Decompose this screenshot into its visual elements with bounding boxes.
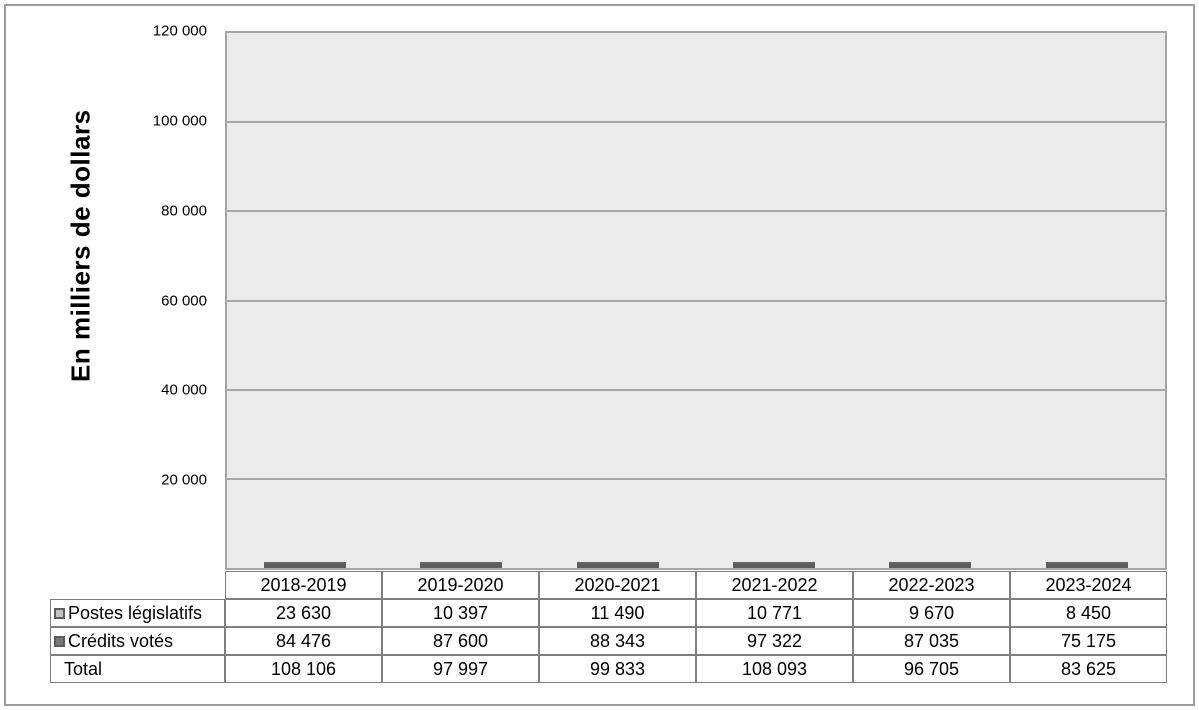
table-value-cell: 97 322 <box>696 627 853 655</box>
table-value-cell: 23 630 <box>225 599 382 627</box>
y-axis-tick-label: 100 000 <box>152 112 207 130</box>
table-row-label: Postes législatifs <box>50 599 225 627</box>
table-header-cell: 2022-2023 <box>853 571 1010 599</box>
y-axis: 120 000 100 000 80 000 60 000 40 000 20 000 <box>0 23 215 570</box>
stacked-bar <box>576 562 659 568</box>
bar-group-2018-2019 <box>227 33 383 568</box>
table-row-label-text: Crédits votés <box>68 630 174 651</box>
bar-segment-Postes législatifs <box>420 562 503 564</box>
table-value-cell: 108 106 <box>225 655 382 683</box>
table-header-cell: 2019-2020 <box>382 571 539 599</box>
stacked-bar <box>264 562 347 568</box>
bar-group-2020-2021 <box>540 33 696 568</box>
legend-swatch-icon <box>54 635 65 647</box>
stacked-bar <box>420 562 503 568</box>
bar-segment-Crédits votés <box>1045 564 1128 568</box>
table-value-cell: 87 035 <box>853 627 1010 655</box>
y-axis-tick-label: 120 000 <box>152 22 207 40</box>
bar-segment-Postes législatifs <box>889 562 972 564</box>
table-value-cell: 97 997 <box>382 655 539 683</box>
gridline <box>227 477 1165 480</box>
bar-segment-Crédits votés <box>420 564 503 568</box>
plot-area <box>225 31 1167 570</box>
bar-segment-Postes législatifs <box>733 562 816 564</box>
table-header-cell: 2018-2019 <box>225 571 382 599</box>
table-header-cell: 2021-2022 <box>696 571 853 599</box>
table-row-label-text: Total <box>64 658 103 679</box>
table-value-cell: 96 705 <box>853 655 1010 683</box>
table-value-cell: 10 397 <box>382 599 539 627</box>
stacked-bar <box>733 562 816 568</box>
legend-swatch-icon <box>54 607 65 619</box>
table-value-cell: 9 670 <box>853 599 1010 627</box>
table-value-cell: 83 625 <box>1010 655 1167 683</box>
y-axis-tick-label: 40 000 <box>161 381 207 399</box>
bar-segment-Crédits votés <box>889 564 972 568</box>
bar-segment-Crédits votés <box>733 564 816 568</box>
bar-group-2019-2020 <box>383 33 539 568</box>
data-table: 2018-2019 2019-2020 2020-2021 2021-2022 2022… <box>50 571 1167 683</box>
table-row-label: Crédits votés <box>50 627 225 655</box>
y-axis-tick-label: 20 000 <box>161 471 207 489</box>
bar-segment-Crédits votés <box>264 564 347 568</box>
table-corner-spacer <box>50 571 225 599</box>
gridline <box>227 210 1165 213</box>
table-value-cell: 108 093 <box>696 655 853 683</box>
table-header-cell: 2020-2021 <box>539 571 696 599</box>
table-value-cell: 8 450 <box>1010 599 1167 627</box>
bar-group-2023-2024 <box>1009 33 1165 568</box>
table-value-cell: 88 343 <box>539 627 696 655</box>
bar-segment-Crédits votés <box>576 564 659 568</box>
y-axis-tick-label: 60 000 <box>161 292 207 309</box>
bar-group-2021-2022 <box>696 33 852 568</box>
gridline <box>227 299 1165 302</box>
y-axis-tick-label: 80 000 <box>161 202 207 220</box>
table-value-cell: 75 175 <box>1010 627 1167 655</box>
table-header-cell: 2023-2024 <box>1010 571 1167 599</box>
stacked-bar <box>1045 562 1128 568</box>
bar-group-2022-2023 <box>852 33 1008 568</box>
gridline <box>227 121 1165 124</box>
table-value-cell: 99 833 <box>539 655 696 683</box>
stacked-bar <box>889 562 972 568</box>
table-value-cell: 11 490 <box>539 599 696 627</box>
bar-segment-Postes législatifs <box>264 562 347 564</box>
table-row-label: Total <box>50 655 225 683</box>
gridline <box>227 388 1165 391</box>
table-value-cell: 84 476 <box>225 627 382 655</box>
table-value-cell: 10 771 <box>696 599 853 627</box>
bar-segment-Postes législatifs <box>576 562 659 564</box>
bar-segment-Postes législatifs <box>1045 562 1128 564</box>
table-value-cell: 87 600 <box>382 627 539 655</box>
table-row-label-text: Postes législatifs <box>68 602 203 623</box>
